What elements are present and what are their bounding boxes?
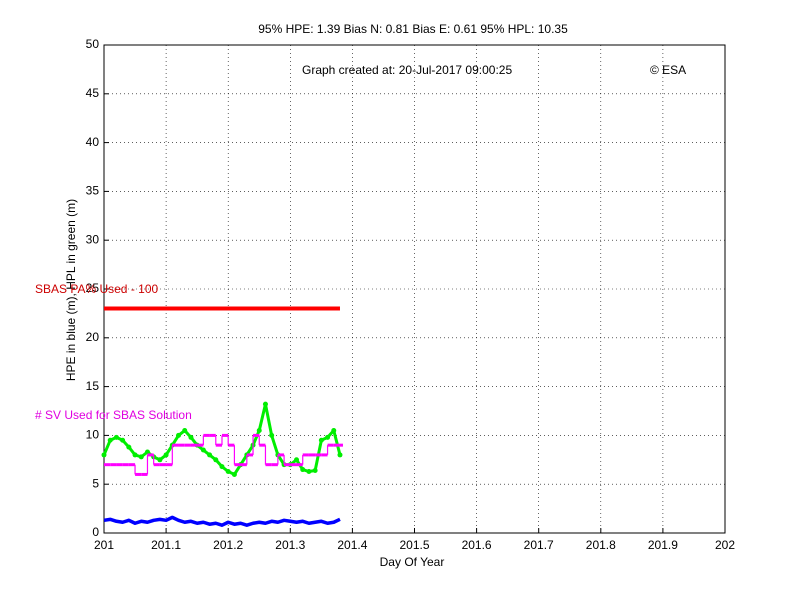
marker xyxy=(213,457,219,463)
pa-label: SBAS PA% Used - 100 xyxy=(35,282,158,296)
marker xyxy=(132,452,138,458)
marker xyxy=(101,452,107,458)
x-tick-label: 201.4 xyxy=(337,538,367,552)
marker xyxy=(312,468,318,474)
marker xyxy=(207,452,213,458)
x-tick-label: 201 xyxy=(94,538,114,552)
x-tick-label: 201.1 xyxy=(151,538,181,552)
marker xyxy=(231,471,237,477)
y-tick-label: 15 xyxy=(86,379,100,393)
x-tick-label: 202 xyxy=(715,538,735,552)
marker xyxy=(163,452,169,458)
x-tick-label: 201.8 xyxy=(586,538,616,552)
marker xyxy=(182,428,188,434)
marker xyxy=(262,401,268,407)
marker xyxy=(306,469,312,475)
marker xyxy=(269,432,275,438)
x-tick-label: 201.6 xyxy=(462,538,492,552)
marker xyxy=(337,452,343,458)
x-tick-label: 201.7 xyxy=(524,538,554,552)
marker xyxy=(318,437,324,443)
y-tick-label: 10 xyxy=(86,428,100,442)
y-tick-label: 45 xyxy=(86,86,100,100)
marker xyxy=(256,428,262,434)
marker xyxy=(188,434,194,440)
plot-frame xyxy=(103,44,726,534)
marker xyxy=(157,457,163,463)
y-tick-label: 30 xyxy=(86,232,100,246)
marker xyxy=(219,464,225,470)
y-axis-label: HPE in blue (m), HPL in green (m) xyxy=(64,199,78,381)
series-line xyxy=(103,515,341,527)
marker xyxy=(120,437,126,443)
marker xyxy=(200,447,206,453)
marker xyxy=(325,434,331,440)
chart-title: 95% HPE: 1.39 Bias N: 0.81 Bias E: 0.61 … xyxy=(258,22,568,36)
x-tick-label: 201.5 xyxy=(399,538,429,552)
marker xyxy=(294,457,300,463)
y-tick-label: 25 xyxy=(86,281,100,295)
x-tick-label: 201.2 xyxy=(213,538,243,552)
y-tick-label: 5 xyxy=(92,476,99,490)
marker xyxy=(300,467,306,473)
marker xyxy=(144,449,150,455)
y-tick-label: 50 xyxy=(86,37,100,51)
marker xyxy=(331,428,337,434)
marker xyxy=(138,454,144,460)
y-tick-label: 0 xyxy=(92,525,99,539)
marker xyxy=(126,444,132,450)
credit: © ESA xyxy=(650,63,686,77)
marker xyxy=(113,434,119,440)
x-tick-label: 201.9 xyxy=(648,538,678,552)
sv-label: # SV Used for SBAS Solution xyxy=(35,408,192,422)
marker xyxy=(225,469,231,475)
y-tick-label: 20 xyxy=(86,330,100,344)
marker xyxy=(176,432,182,438)
marker xyxy=(107,437,113,443)
y-tick-label: 40 xyxy=(86,135,100,149)
annotation: Graph created at: 20-Jul-2017 09:00:25 xyxy=(302,63,512,77)
x-axis-label: Day Of Year xyxy=(380,555,445,569)
y-tick-label: 35 xyxy=(86,184,100,198)
x-tick-label: 201.3 xyxy=(275,538,305,552)
